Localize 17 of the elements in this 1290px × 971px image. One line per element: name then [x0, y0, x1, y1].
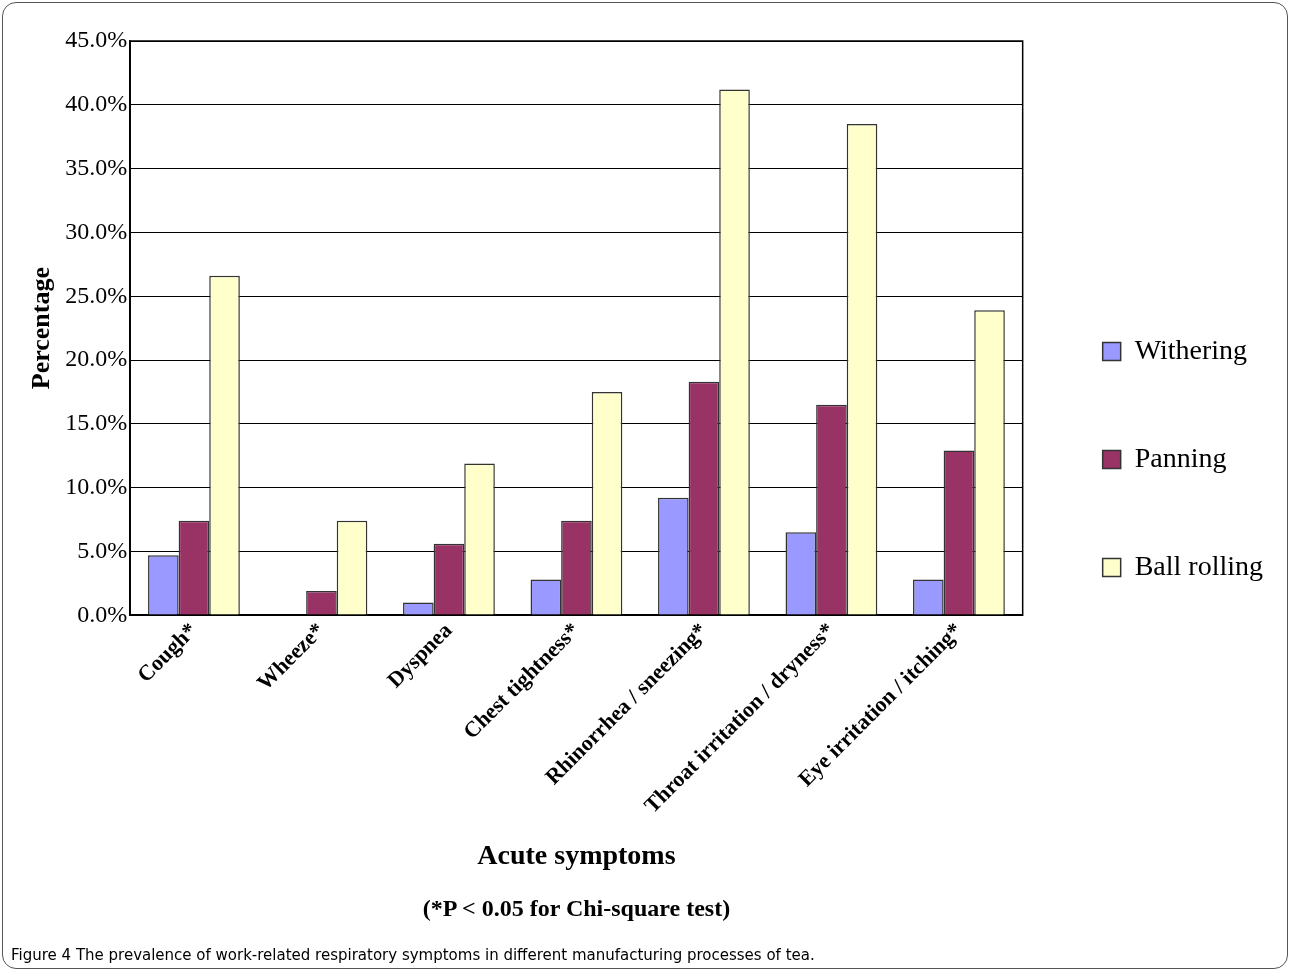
y-tick-label: 20.0%: [65, 345, 128, 372]
caption: Figure 4 The prevalence of work-related respiratory symptoms in different manufacturing processes of tea.: [11, 946, 815, 964]
y-tick-label: 5.0%: [77, 536, 128, 563]
y-axis-title: Percentage: [26, 267, 56, 390]
legend-label: Withering: [1134, 333, 1248, 365]
y-tick-label: 45.0%: [65, 26, 128, 53]
y-tick-label: 35.0%: [65, 153, 128, 180]
y-tick-label: 40.0%: [65, 90, 128, 117]
x-axis-title: Acute symptoms: [477, 839, 676, 871]
y-tick-label: 10.0%: [65, 472, 128, 499]
y-tick-label: 30.0%: [65, 217, 128, 244]
legend-label: Ball rolling: [1134, 549, 1263, 581]
legend-label: Panning: [1134, 441, 1227, 473]
y-tick-label: 0.0%: [77, 600, 128, 627]
y-tick-label: 25.0%: [65, 281, 128, 308]
y-tick-label: 15.0%: [65, 409, 128, 436]
text: (*P < 0.05 for Chi-square test): [422, 895, 731, 921]
